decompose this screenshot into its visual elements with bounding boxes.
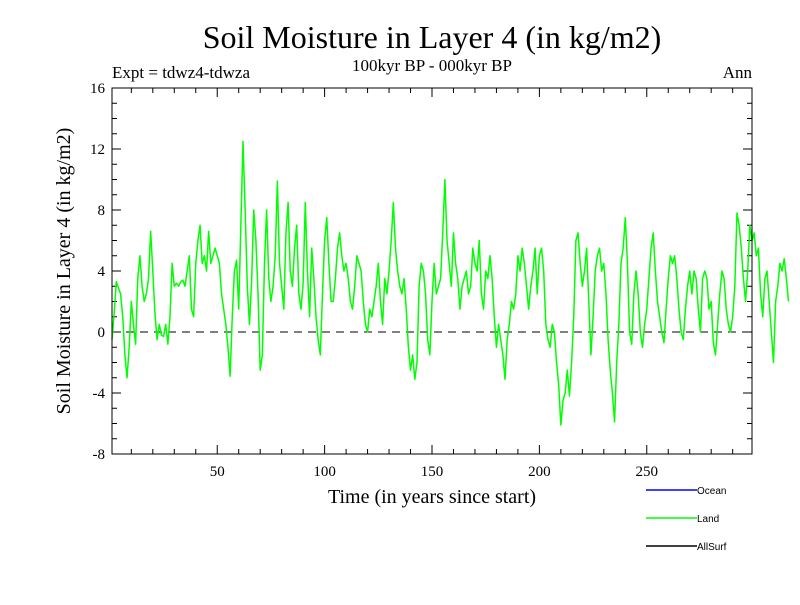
x-tick-label: 150 <box>421 464 444 480</box>
x-tick-label: 50 <box>210 464 225 480</box>
x-tick-label: 100 <box>313 464 336 480</box>
tick-labels: 50 100 150 200 250 -8 -4 0 4 8 12 16 <box>90 81 658 480</box>
y-tick-label: 4 <box>98 264 106 280</box>
x-tick-label: 200 <box>528 464 551 480</box>
chart-title: Soil Moisture in Layer 4 (in kg/m2) <box>203 19 662 55</box>
y-tick-label: 0 <box>98 325 106 341</box>
x-axis-label: Time (in years since start) <box>328 486 536 508</box>
y-tick-label: 12 <box>90 142 105 158</box>
legend-label-land: Land <box>697 514 719 525</box>
series-line-land <box>111 140 790 426</box>
plot-frame <box>111 87 753 455</box>
legend: Ocean Land AllSurf <box>646 486 727 553</box>
x-tick-label: 250 <box>636 464 659 480</box>
y-tick-label: 8 <box>98 203 106 219</box>
season-label: Ann <box>723 63 753 82</box>
y-tick-label: 16 <box>90 81 106 97</box>
y-tick-label: -4 <box>93 386 106 402</box>
chart-subtitle: 100kyr BP - 000kyr BP <box>352 56 512 75</box>
y-axis-label: Soil Moisture in Layer 4 (in kg/m2) <box>53 128 75 415</box>
y-tick-label: -8 <box>93 447 106 463</box>
legend-label-ocean: Ocean <box>697 486 726 497</box>
experiment-label: Expt = tdwz4-tdwza <box>112 63 250 82</box>
legend-label-allsurf: AllSurf <box>697 542 727 553</box>
series-group <box>111 140 790 426</box>
